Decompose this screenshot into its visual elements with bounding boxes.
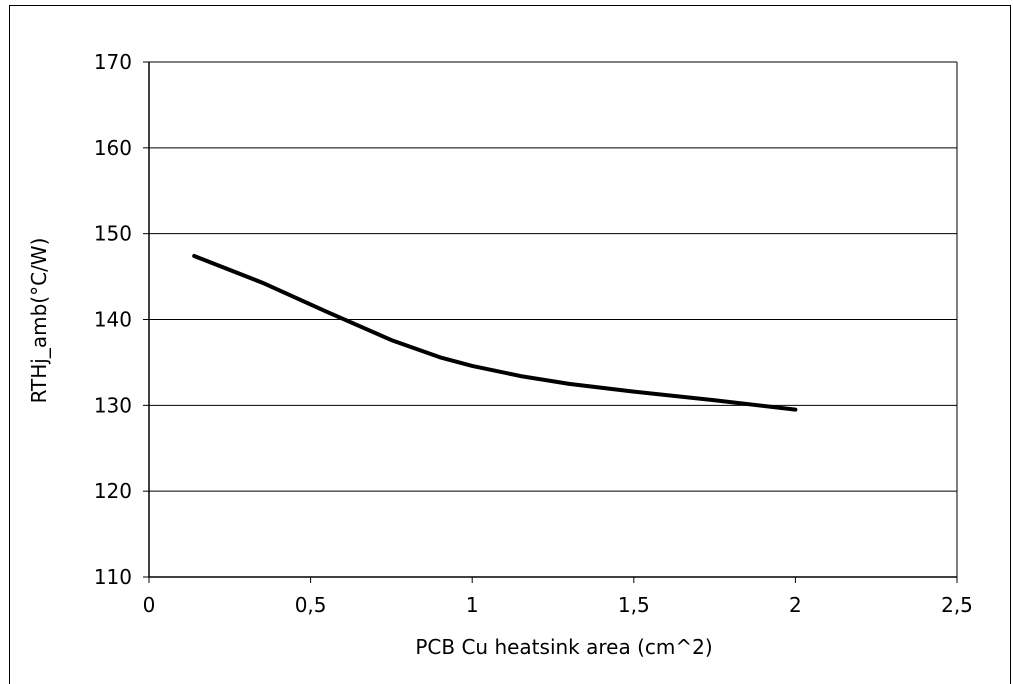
x-tick-label-5: 2,5 xyxy=(941,593,973,617)
chart-frame xyxy=(9,5,1011,684)
series-lines xyxy=(192,254,798,412)
x-axis-ticks: 0 0,5 1 1,5 2 2,5 xyxy=(143,577,973,617)
y-tick-label-6: 170 xyxy=(94,50,132,74)
y-tick-label-1: 120 xyxy=(94,479,132,503)
series-line-0 xyxy=(192,254,798,412)
x-tick-label-4: 2 xyxy=(789,593,802,617)
y-axis-title: RTHj_amb(°C/W) xyxy=(27,238,51,404)
y-tick-label-4: 150 xyxy=(94,222,132,246)
y-tick-label-3: 140 xyxy=(94,308,132,332)
gridlines xyxy=(149,61,958,577)
y-axis-ticks: 110 120 130 140 150 160 170 xyxy=(94,50,149,589)
x-tick-label-2: 1 xyxy=(466,593,479,617)
x-axis-title: PCB Cu heatsink area (cm^2) xyxy=(415,635,712,659)
x-tick-label-0: 0 xyxy=(143,593,156,617)
y-tick-label-2: 130 xyxy=(94,393,132,417)
y-tick-label-0: 110 xyxy=(94,565,132,589)
x-tick-label-3: 1,5 xyxy=(618,593,650,617)
x-tick-label-1: 0,5 xyxy=(295,593,327,617)
y-tick-label-5: 160 xyxy=(94,136,132,160)
